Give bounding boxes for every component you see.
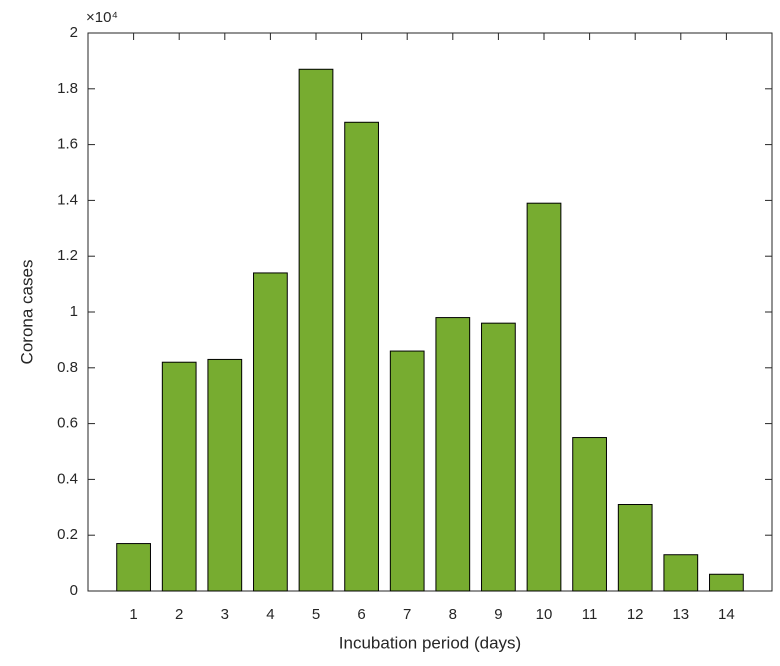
x-tick-label: 5 — [312, 606, 320, 623]
x-tick-label: 3 — [221, 606, 229, 623]
bar — [344, 121, 379, 592]
bar — [481, 322, 516, 592]
bar — [389, 350, 425, 592]
y-tick-label: 0.8 — [57, 359, 78, 376]
plot-area — [87, 32, 773, 592]
x-tick-label: 1 — [129, 606, 137, 623]
x-tick-label: 8 — [449, 606, 457, 623]
bar — [617, 504, 653, 592]
y-axis-label: Corona cases — [17, 260, 36, 365]
x-tick-label: 2 — [175, 606, 183, 623]
x-tick-label: 6 — [357, 606, 365, 623]
y-tick-label: 0.4 — [57, 470, 78, 487]
y-tick-label: 1.6 — [57, 136, 78, 153]
bar — [207, 358, 243, 592]
y-tick-label: 0 — [70, 582, 78, 599]
y-tick-label: 1.8 — [57, 80, 78, 97]
bar — [435, 317, 471, 592]
x-tick-label: 4 — [266, 606, 274, 623]
bar — [709, 573, 744, 592]
y-tick-label: 1.2 — [57, 247, 78, 264]
y-tick-label: 1 — [70, 303, 78, 320]
y-tick-label: 2 — [70, 24, 78, 41]
bar — [161, 361, 197, 592]
bar — [572, 437, 607, 592]
y-tick-label: 0.6 — [57, 415, 78, 432]
bar — [298, 68, 334, 592]
y-tick-label: 1.4 — [57, 191, 78, 208]
bar — [116, 543, 151, 592]
x-tick-label: 9 — [494, 606, 502, 623]
bar — [663, 554, 699, 592]
bar — [526, 202, 562, 592]
x-tick-label: 11 — [582, 606, 598, 623]
x-tick-label: 14 — [718, 606, 735, 623]
x-tick-label: 7 — [403, 606, 411, 623]
y-multiplier: ×10⁴ — [86, 9, 118, 26]
x-tick-label: 10 — [536, 606, 553, 623]
y-tick-label: 0.2 — [57, 526, 78, 543]
x-tick-label: 13 — [672, 606, 689, 623]
bar — [253, 272, 288, 592]
x-tick-label: 12 — [627, 606, 644, 623]
x-axis-label: Incubation period (days) — [339, 633, 521, 652]
